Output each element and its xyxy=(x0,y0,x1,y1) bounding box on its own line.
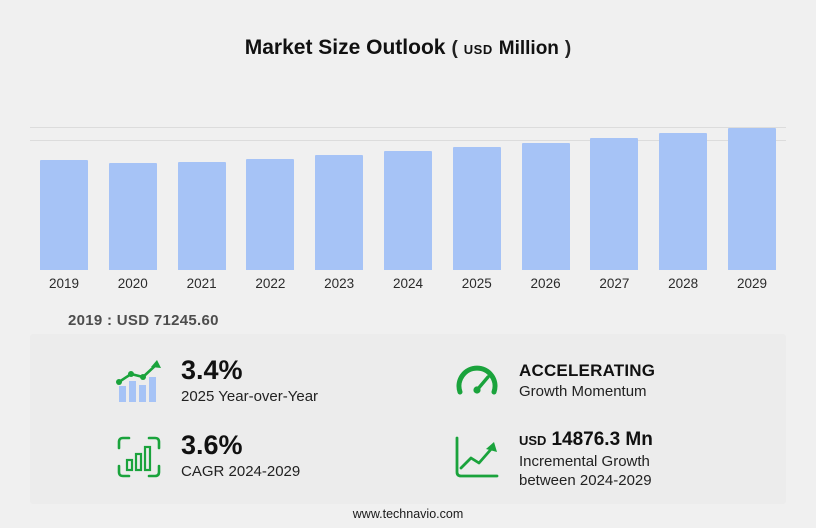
stat-incremental: USD 14876.3 Mn Incremental Growth between… xyxy=(408,419,786,494)
x-labels: 2019 2020 2021 2022 2023 2024 2025 2026 2027 2028… xyxy=(30,276,786,291)
stat-cagr-value: 3.6% xyxy=(181,430,243,461)
stat-yoy-text: 3.4% 2025 Year-over-Year xyxy=(181,356,318,406)
stat-cagr-label: CAGR 2024-2029 xyxy=(181,462,301,480)
title-paren-close: ) xyxy=(564,38,572,59)
x-label-2020: 2020 xyxy=(117,276,148,291)
page-title: Market Size Outlook ( USD Million ) xyxy=(0,36,816,60)
stat-incremental-value: USD 14876.3 Mn xyxy=(519,422,699,450)
cagr-chart-icon xyxy=(115,434,163,480)
stat-cagr: 3.6% CAGR 2024-2029 xyxy=(30,419,408,494)
base-year-value: 2019 : USD 71245.60 xyxy=(68,312,219,329)
stat-cagr-text: 3.6% CAGR 2024-2029 xyxy=(181,431,300,481)
bar-chart xyxy=(30,118,786,270)
x-label-2027: 2027 xyxy=(599,276,630,291)
bar-2021 xyxy=(177,162,226,270)
stat-yoy-label: 2025 Year-over-Year xyxy=(181,387,319,405)
x-label-2019: 2019 xyxy=(48,276,80,291)
stats-panel: 3.4% 2025 Year-over-Year ACCELERATING Gr… xyxy=(30,334,786,504)
stat-momentum: ACCELERATING Growth Momentum xyxy=(408,344,786,419)
x-label-2029: 2029 xyxy=(736,276,767,291)
bar-2025 xyxy=(452,147,501,270)
stat-incremental-label: Incremental Growth between 2024-2029 xyxy=(519,453,652,490)
title-paren-open: ( xyxy=(451,38,458,59)
title-currency: USD xyxy=(463,42,493,57)
bars xyxy=(30,118,786,270)
yoy-bars-arrow-icon xyxy=(115,359,163,405)
stat-incremental-text: USD 14876.3 Mn Incremental Growth between… xyxy=(519,422,699,491)
x-label-2022: 2022 xyxy=(255,276,286,291)
speedometer-icon xyxy=(453,359,501,405)
bar-2024 xyxy=(383,151,432,270)
gridline xyxy=(30,127,786,128)
bar-2020 xyxy=(108,163,157,270)
stat-yoy: 3.4% 2025 Year-over-Year xyxy=(30,344,408,419)
title-unit: Million xyxy=(498,38,559,59)
x-label-2023: 2023 xyxy=(324,276,355,291)
incremental-growth-icon xyxy=(453,434,501,480)
x-label-2024: 2024 xyxy=(392,276,423,291)
bar-2029 xyxy=(727,128,776,270)
x-label-2021: 2021 xyxy=(186,276,217,291)
stat-incremental-number: 14876.3 Mn xyxy=(551,429,653,451)
title-main: Market Size Outlook xyxy=(244,36,446,59)
website-url: www.technavio.com xyxy=(352,507,464,521)
stat-momentum-label: Growth Momentum xyxy=(519,382,647,400)
stat-momentum-text: ACCELERATING Growth Momentum xyxy=(519,360,656,402)
stat-yoy-value: 3.4% xyxy=(181,355,243,386)
bar-2026 xyxy=(521,142,570,270)
x-label-2026: 2026 xyxy=(530,276,561,291)
bar-2028 xyxy=(659,133,708,270)
x-label-2025: 2025 xyxy=(461,276,492,291)
bar-2022 xyxy=(246,158,295,270)
gridline xyxy=(30,140,786,141)
bar-2019 xyxy=(40,159,88,270)
stat-momentum-value: ACCELERATING xyxy=(519,360,656,380)
bar-2027 xyxy=(590,138,639,270)
bar-2023 xyxy=(315,154,364,270)
x-label-2028: 2028 xyxy=(668,276,699,291)
stat-incremental-currency: USD xyxy=(519,433,547,449)
